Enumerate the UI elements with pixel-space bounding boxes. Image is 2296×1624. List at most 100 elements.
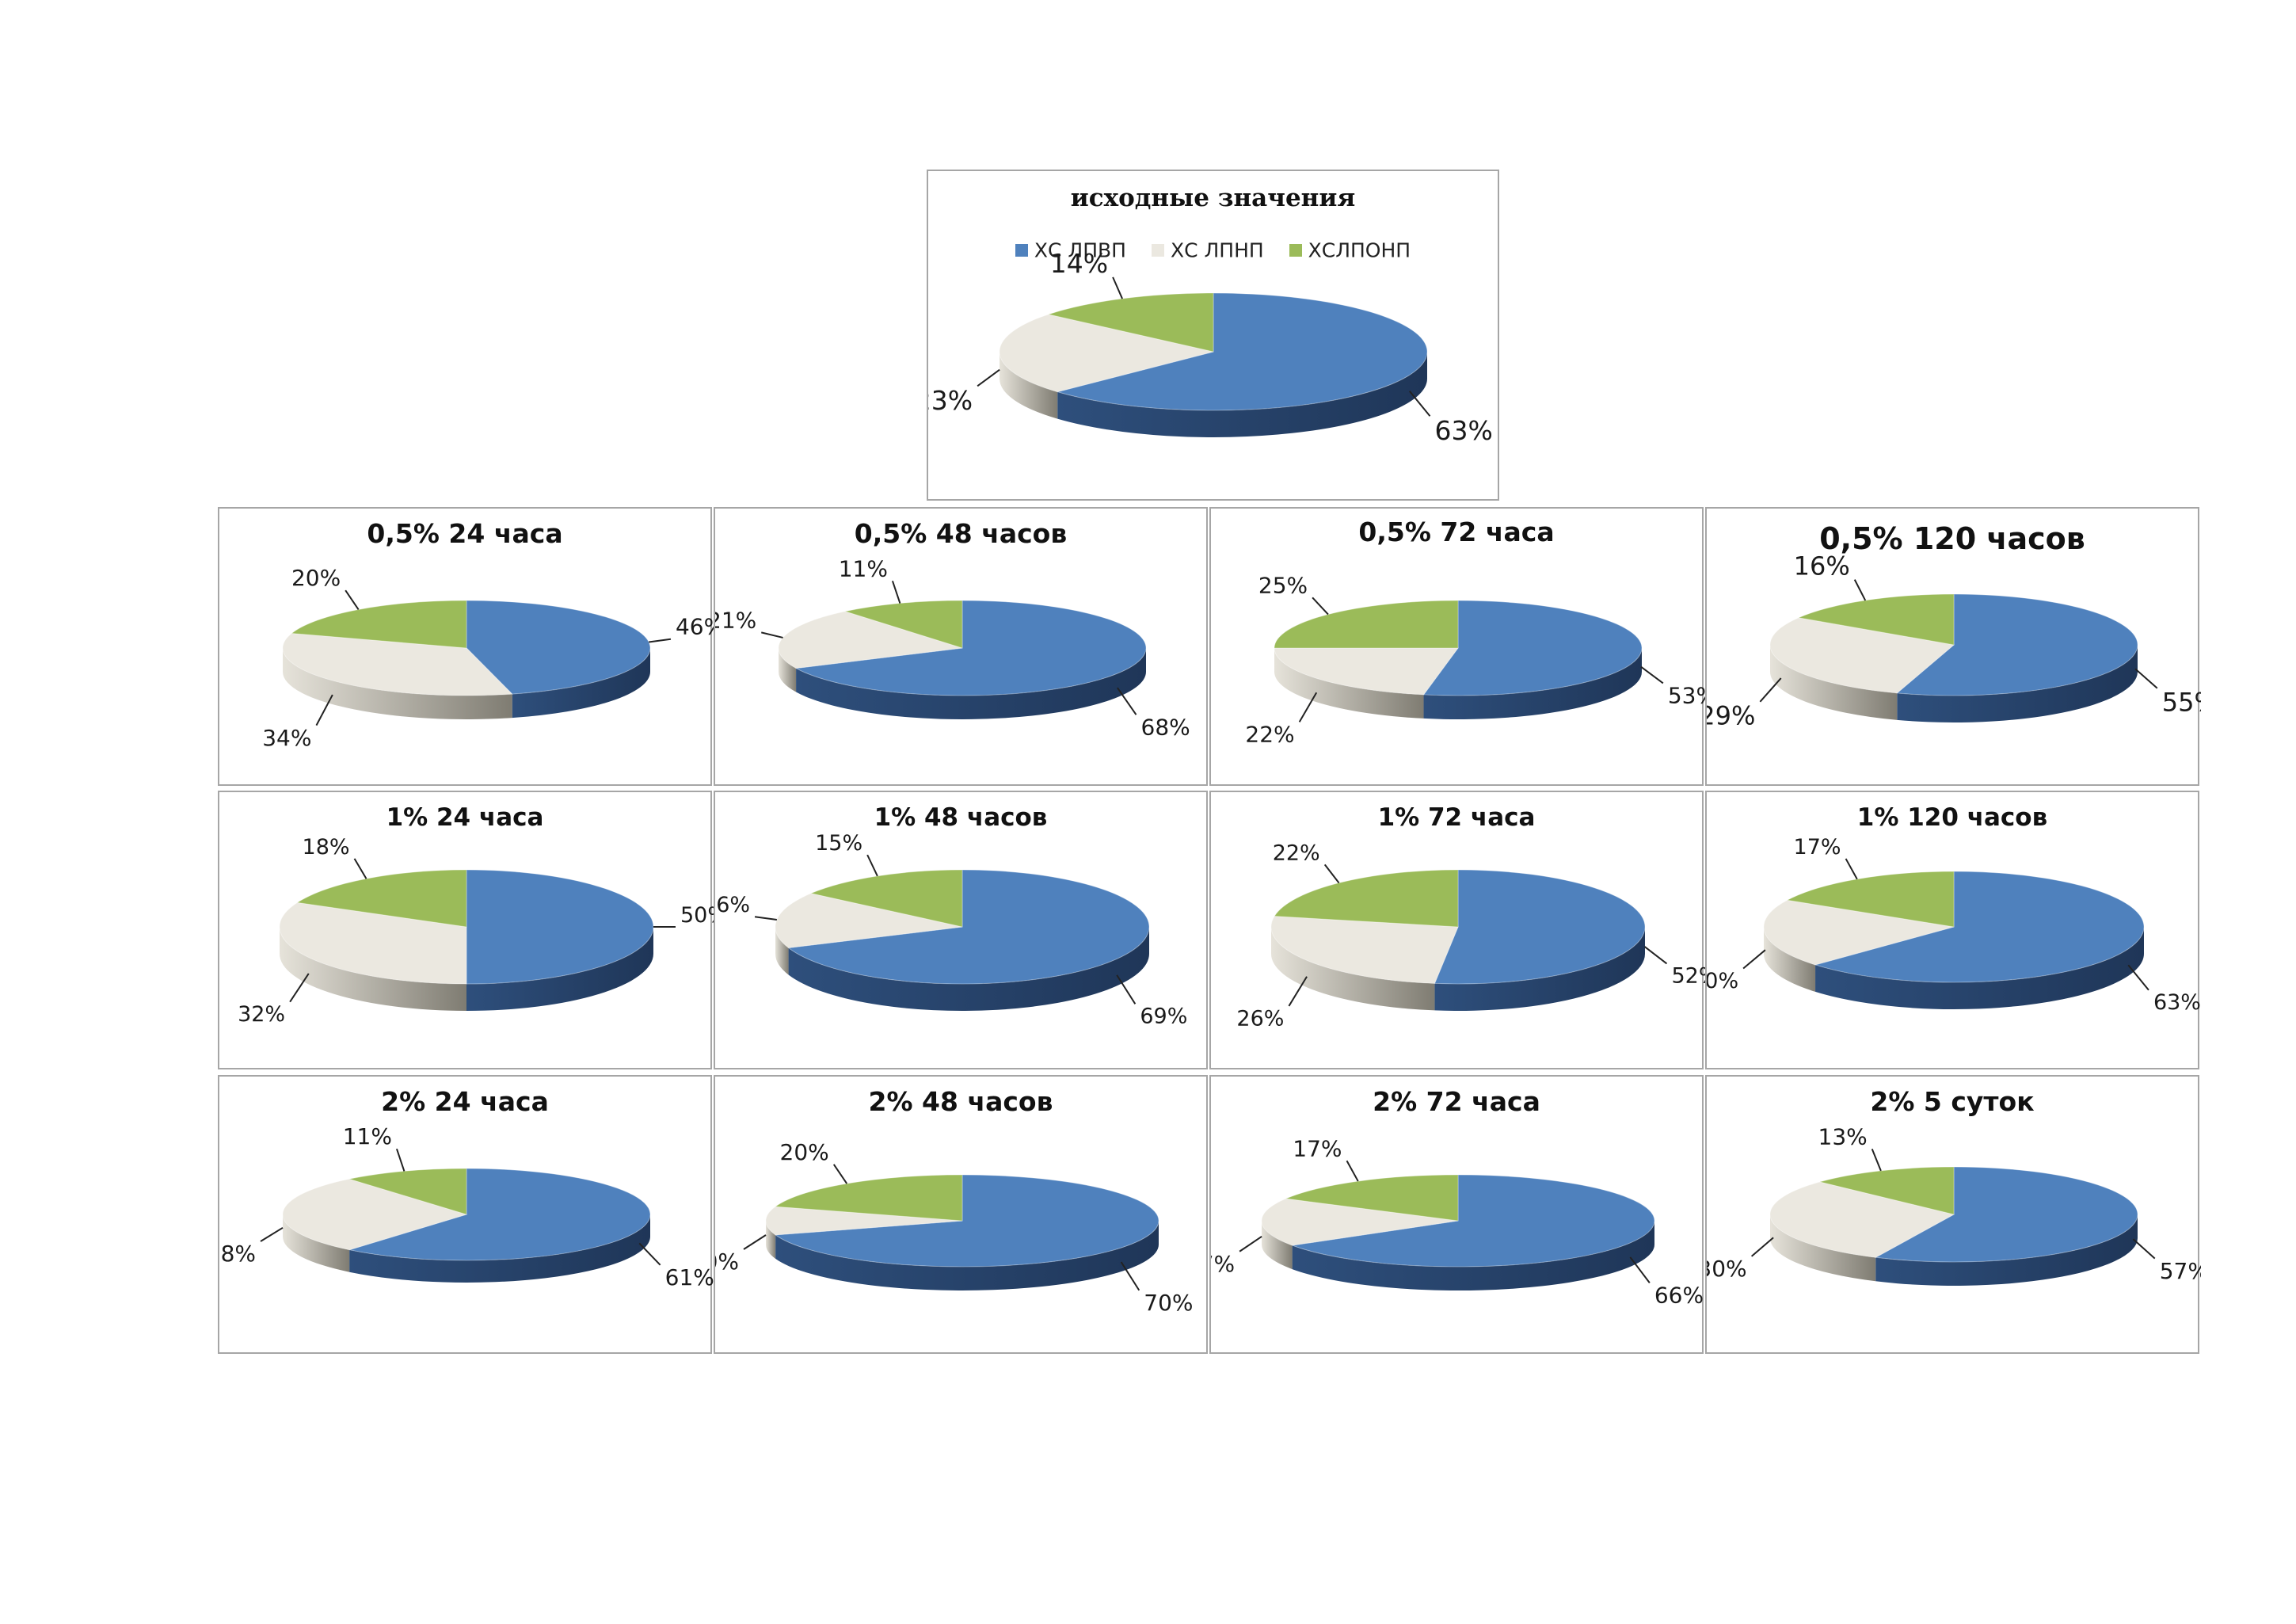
- pie-slice-side-1: [1274, 648, 1424, 719]
- pie-svg: 61% 28% 11%: [219, 1123, 714, 1290]
- pie-svg: 70% 10% 20%: [715, 1139, 1194, 1316]
- pie-svg: 68% 21% 11%: [715, 555, 1190, 740]
- leader-line: [1298, 692, 1318, 722]
- data-label: 11%: [343, 1123, 392, 1149]
- pie-slice-1: [279, 902, 467, 985]
- pie-panel-12: 2% 5 суток 57% 30% 13%: [1705, 1075, 2201, 1354]
- pie-panel-8: 1% 120 часов 63% 20% 17%: [1705, 791, 2201, 1069]
- pie-panel-5: 1% 24 часа 50% 32% 18%: [218, 791, 714, 1069]
- pie-panel-4: 0,5% 120 часов 55% 29% 16%: [1705, 507, 2201, 786]
- pie-slice-side-0: [796, 648, 1146, 719]
- data-label: 18%: [303, 835, 350, 860]
- pie-svg: 57% 30% 13%: [1707, 1123, 2201, 1286]
- pie-slice-1: [282, 1178, 468, 1251]
- pie-slice-side-0: [1434, 927, 1645, 1011]
- pie-slice-1: [778, 611, 963, 669]
- pie-slice-2: [843, 600, 963, 649]
- chart-title: 0,5% 48 часов: [854, 518, 1068, 549]
- pie-slice-1: [1261, 1198, 1459, 1246]
- chart-title: 2% 5 суток: [1870, 1086, 2035, 1117]
- pie-slice-side-1: [1271, 927, 1435, 1011]
- pie-slice-side-1: [283, 1214, 350, 1272]
- pie-slice-0: [1896, 593, 2138, 696]
- pie-panel-6: 1% 48 часов 69% 16% 15%: [714, 791, 1208, 1069]
- chart-title: 2% 24 часа: [381, 1086, 549, 1117]
- leader-line: [649, 638, 672, 643]
- pie-slice-1: [1274, 647, 1459, 696]
- leader-line: [289, 973, 310, 1003]
- leader-line: [977, 368, 1000, 387]
- pie-slice-0: [787, 869, 1150, 985]
- leader-line: [1117, 687, 1137, 715]
- pie-slice-1: [1270, 915, 1459, 984]
- chart-title: исходные значения: [1070, 184, 1356, 212]
- pie-slice-side-0: [1815, 927, 2144, 1009]
- leader-line: [315, 694, 333, 726]
- data-label: 21%: [715, 607, 756, 633]
- chart-title: 1% 120 часов: [1856, 803, 2048, 832]
- leader-line: [866, 854, 878, 877]
- pie-slice-2: [1274, 600, 1459, 649]
- data-label: 63%: [2153, 990, 2201, 1015]
- leader-line: [1112, 276, 1123, 299]
- data-label: 46%: [676, 614, 714, 640]
- data-label: 16%: [715, 893, 750, 917]
- leader-line: [1750, 1237, 1774, 1257]
- pie-slice-side-1: [775, 927, 789, 975]
- data-label: 63%: [1434, 415, 1492, 446]
- leader-line: [353, 858, 367, 879]
- pie-slice-side-0: [775, 1221, 1159, 1290]
- legend-item-ldl: ХС ЛПНП: [1151, 238, 1264, 262]
- leader-line: [260, 1226, 284, 1242]
- leader-line: [891, 581, 901, 604]
- leader-line: [1845, 858, 1858, 880]
- pie-panel-10: 2% 48 часов 70% 10% 20%: [714, 1075, 1208, 1354]
- pie-slice-side-0: [1423, 648, 1642, 719]
- pie-slice-1: [1769, 617, 1955, 694]
- pie-slice-0: [1056, 292, 1428, 411]
- leader-line: [1853, 579, 1867, 601]
- data-label: 32%: [238, 1002, 285, 1027]
- pie-slice-side-1: [1770, 1214, 1876, 1282]
- pie-svg: 55% 29% 16%: [1707, 551, 2201, 731]
- leader-line: [743, 1234, 767, 1250]
- data-label: 25%: [1258, 572, 1308, 598]
- chart-title: 2% 48 часов: [868, 1086, 1053, 1117]
- leader-line: [1640, 665, 1664, 684]
- leader-line: [1759, 677, 1782, 703]
- data-label: 57%: [2160, 1258, 2201, 1284]
- leader-line: [395, 1148, 406, 1172]
- data-label: 15%: [815, 831, 862, 856]
- data-label: 17%: [1211, 1251, 1235, 1277]
- pie-slice-side-0: [512, 648, 650, 719]
- pie-panel-1: 0,5% 24 часа 46% 34% 20%: [218, 507, 714, 786]
- pie-slice-1: [775, 893, 963, 949]
- pie-slice-1: [765, 1206, 963, 1236]
- leader-line: [2127, 964, 2149, 991]
- pie-slice-2: [291, 600, 467, 649]
- chart-title: 1% 48 часов: [874, 803, 1048, 832]
- pie-slice-1: [999, 314, 1214, 393]
- pie-slice-side-1: [1770, 645, 1898, 720]
- chart-title: 1% 72 часа: [1377, 803, 1536, 832]
- pie-svg: 69% 16% 15%: [715, 831, 1187, 1029]
- pie-slice-2: [1284, 1174, 1459, 1222]
- data-label: 69%: [1140, 1005, 1187, 1029]
- leader-line: [761, 631, 783, 639]
- leader-line: [638, 1242, 661, 1266]
- pie-slice-1: [1763, 899, 1955, 966]
- pie-slice-0: [466, 600, 651, 695]
- chart-title: 2% 72 часа: [1373, 1086, 1540, 1117]
- leader-line: [1288, 976, 1308, 1007]
- chart-title: 0,5% 24 часа: [367, 518, 563, 549]
- pie-slice-side-1: [283, 648, 512, 719]
- data-label: 17%: [1293, 1135, 1342, 1161]
- data-label: 68%: [1141, 714, 1190, 740]
- data-label: 34%: [262, 725, 311, 751]
- pie-slice-1: [282, 632, 513, 696]
- data-label: 50%: [680, 903, 714, 928]
- leader-line: [1871, 1149, 1882, 1172]
- chart-title: 1% 24 часа: [386, 803, 544, 832]
- pie-slice-2: [296, 869, 467, 928]
- chart-title: 0,5% 72 часа: [1358, 517, 1555, 547]
